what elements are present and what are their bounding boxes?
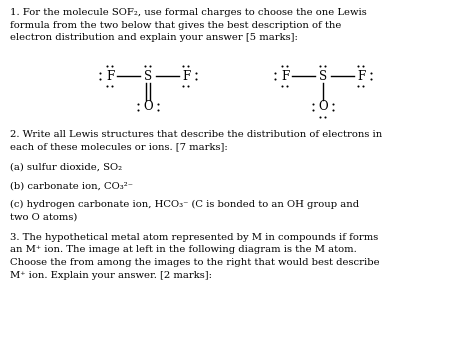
Text: F: F [281, 70, 289, 82]
Text: two O atoms): two O atoms) [10, 213, 77, 222]
Text: (c) hydrogen carbonate ion, HCO₃⁻ (C is bonded to an OH group and: (c) hydrogen carbonate ion, HCO₃⁻ (C is … [10, 200, 359, 209]
Text: an M⁺ ion. The image at left in the following diagram is the M atom.: an M⁺ ion. The image at left in the foll… [10, 246, 357, 255]
Text: 3. The hypothetical metal atom represented by M in compounds if forms: 3. The hypothetical metal atom represent… [10, 233, 378, 242]
Text: Choose the from among the images to the right that would best describe: Choose the from among the images to the … [10, 258, 380, 267]
Text: (a) sulfur dioxide, SO₂: (a) sulfur dioxide, SO₂ [10, 163, 122, 172]
Text: F: F [182, 70, 190, 82]
Text: (b) carbonate ion, CO₃²⁻: (b) carbonate ion, CO₃²⁻ [10, 181, 133, 191]
Text: F: F [357, 70, 365, 82]
Text: F: F [106, 70, 114, 82]
Text: each of these molecules or ions. [7 marks]:: each of these molecules or ions. [7 mark… [10, 142, 228, 152]
Text: O: O [143, 100, 153, 114]
Text: 2. Write all Lewis structures that describe the distribution of electrons in: 2. Write all Lewis structures that descr… [10, 130, 382, 139]
Text: M⁺ ion. Explain your answer. [2 marks]:: M⁺ ion. Explain your answer. [2 marks]: [10, 271, 212, 279]
Text: S: S [319, 70, 327, 82]
Text: 1. For the molecule SOF₂, use formal charges to choose the one Lewis: 1. For the molecule SOF₂, use formal cha… [10, 8, 367, 17]
Text: formula from the two below that gives the best description of the: formula from the two below that gives th… [10, 21, 341, 29]
Text: S: S [144, 70, 152, 82]
Text: electron distribution and explain your answer [5 marks]:: electron distribution and explain your a… [10, 33, 298, 42]
Text: O: O [318, 100, 328, 114]
